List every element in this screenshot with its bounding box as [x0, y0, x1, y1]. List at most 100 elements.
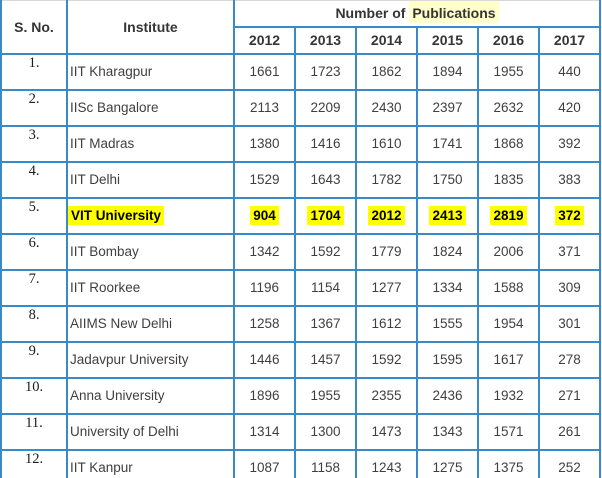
- value-cell: 1158: [294, 448, 357, 478]
- value-cell: 2006: [477, 232, 540, 271]
- value-cell: 1595: [416, 340, 479, 379]
- value-cell: 383: [538, 160, 601, 199]
- value-cell: 1704: [294, 196, 357, 235]
- value-2012: 1661: [249, 64, 280, 79]
- value-2012: 1896: [249, 388, 280, 403]
- row-number-cell: 11.: [0, 412, 68, 451]
- value-2014: 1782: [371, 172, 402, 187]
- header-year-2015: 2015: [416, 25, 479, 55]
- value-cell: 1782: [355, 160, 418, 199]
- value-2016: 1954: [493, 316, 524, 331]
- value-2015: 2397: [432, 100, 463, 115]
- institute-cell: IISc Bangalore: [66, 88, 235, 127]
- value-cell: 2436: [416, 376, 479, 415]
- value-2013: 1643: [310, 172, 341, 187]
- value-cell: 1932: [477, 376, 540, 415]
- value-cell: 372: [538, 196, 601, 235]
- institute-cell: IIT Delhi: [66, 160, 235, 199]
- value-2013: 1300: [310, 424, 341, 439]
- table-row: 10. Anna University 1896 1955 2355 2436 …: [0, 376, 601, 415]
- table-body: 1. IIT Kharagpur 1661 1723 1862 1894 195…: [0, 52, 601, 478]
- institute-name: IIT Bombay: [70, 244, 139, 259]
- institute-cell: Anna University: [66, 376, 235, 415]
- value-cell: 1087: [233, 448, 296, 478]
- institute-name: IIT Kanpur: [70, 460, 133, 475]
- value-2015: 2413: [429, 206, 466, 225]
- value-cell: 1592: [355, 340, 418, 379]
- value-cell: 1367: [294, 304, 357, 343]
- value-cell: 271: [538, 376, 601, 415]
- value-2015: 1741: [432, 136, 463, 151]
- institute-cell: IIT Bombay: [66, 232, 235, 271]
- value-2014: 1779: [371, 244, 402, 259]
- value-2017: 371: [558, 244, 581, 259]
- value-cell: 420: [538, 88, 601, 127]
- value-cell: 2413: [416, 196, 479, 235]
- value-cell: 2209: [294, 88, 357, 127]
- value-2014: 2355: [371, 388, 402, 403]
- value-2017: 261: [558, 424, 581, 439]
- value-2017: 252: [558, 460, 581, 475]
- value-2015: 1750: [432, 172, 463, 187]
- value-2013: 1367: [310, 316, 341, 331]
- header-row-years: 2012 2013 2014 2015 2016 2017: [1, 25, 601, 55]
- institute-cell: University of Delhi: [66, 412, 235, 451]
- value-cell: 1954: [477, 304, 540, 343]
- value-cell: 301: [538, 304, 601, 343]
- value-2017: 372: [555, 206, 584, 225]
- value-2015: 1555: [432, 316, 463, 331]
- header-year-2016: 2016: [477, 25, 540, 55]
- value-cell: 2012: [355, 196, 418, 235]
- value-cell: 1617: [477, 340, 540, 379]
- value-2012: 1314: [249, 424, 280, 439]
- value-2016: 1868: [493, 136, 524, 151]
- value-cell: 1612: [355, 304, 418, 343]
- table-row: 8. AIIMS New Delhi 1258 1367 1612 1555 1…: [0, 304, 601, 343]
- row-number-cell: 9.: [0, 340, 68, 379]
- value-2016: 1617: [493, 352, 524, 367]
- value-2013: 1457: [310, 352, 341, 367]
- row-number-cell: 1.: [0, 52, 68, 91]
- value-2017: 420: [558, 100, 581, 115]
- value-2015: 2436: [432, 388, 463, 403]
- value-cell: 1610: [355, 124, 418, 163]
- value-cell: 1334: [416, 268, 479, 307]
- value-cell: 1275: [416, 448, 479, 478]
- value-cell: 2355: [355, 376, 418, 415]
- institute-name: IIT Kharagpur: [70, 64, 153, 79]
- value-cell: 1779: [355, 232, 418, 271]
- value-2016: 2632: [493, 100, 524, 115]
- value-cell: 1446: [233, 340, 296, 379]
- value-cell: 1741: [416, 124, 479, 163]
- table-row: 1. IIT Kharagpur 1661 1723 1862 1894 195…: [0, 52, 601, 91]
- value-2014: 1610: [371, 136, 402, 151]
- row-number-cell: 10.: [0, 376, 68, 415]
- institute-cell: IIT Kanpur: [66, 448, 235, 478]
- header-year-2014: 2014: [355, 25, 418, 55]
- value-2017: 440: [558, 64, 581, 79]
- value-2012: 1087: [249, 460, 280, 475]
- table-row: 4. IIT Delhi 1529 1643 1782 1750 1835 38…: [0, 160, 601, 199]
- value-cell: 252: [538, 448, 601, 478]
- value-cell: 371: [538, 232, 601, 271]
- value-2014: 1277: [371, 280, 402, 295]
- value-2016: 1375: [493, 460, 524, 475]
- value-cell: 440: [538, 52, 601, 91]
- value-2013: 1154: [310, 280, 341, 295]
- institute-name: IIT Roorkee: [70, 280, 141, 295]
- value-cell: 1661: [233, 52, 296, 91]
- header-group-label-plain: Number of: [335, 5, 410, 22]
- value-2015: 1275: [432, 460, 463, 475]
- value-2012: 1380: [249, 136, 280, 151]
- value-2012: 1342: [249, 244, 280, 259]
- value-cell: 1258: [233, 304, 296, 343]
- value-cell: 1835: [477, 160, 540, 199]
- value-cell: 1380: [233, 124, 296, 163]
- value-2017: 383: [558, 172, 581, 187]
- value-cell: 1342: [233, 232, 296, 271]
- value-cell: 1643: [294, 160, 357, 199]
- row-number-cell: 12.: [0, 448, 68, 478]
- value-2013: 1158: [310, 460, 341, 475]
- row-number-cell: 6.: [0, 232, 68, 271]
